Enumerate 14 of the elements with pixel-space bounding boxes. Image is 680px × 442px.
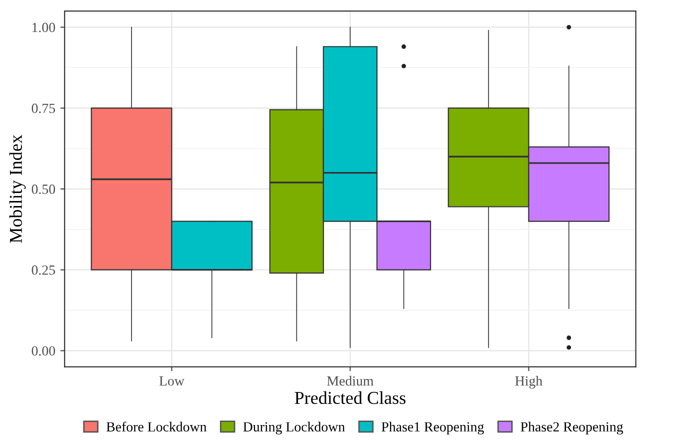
y-tick-label: 1.00 [32, 22, 56, 32]
y-tick-label: 0.25 [32, 265, 56, 275]
x-tick-label: High [515, 376, 542, 389]
legend-label: Before Lockdown [106, 422, 207, 432]
x-axis-title: Predicted Class [294, 391, 406, 404]
y-tick-label: 0.50 [32, 184, 56, 194]
y-tick-label: 0.75 [32, 104, 56, 114]
x-tick-label: Low [159, 376, 184, 386]
legend-label: Phase2 Reopening [520, 422, 624, 434]
y-tick-label: 0.00 [32, 346, 56, 356]
legend-label: Phase1 Reopening [382, 422, 484, 434]
x-tick-label: Medium [327, 376, 374, 386]
legend-label: During Lockdown [243, 422, 345, 434]
y-axis-title: Mobility Index [9, 134, 26, 243]
